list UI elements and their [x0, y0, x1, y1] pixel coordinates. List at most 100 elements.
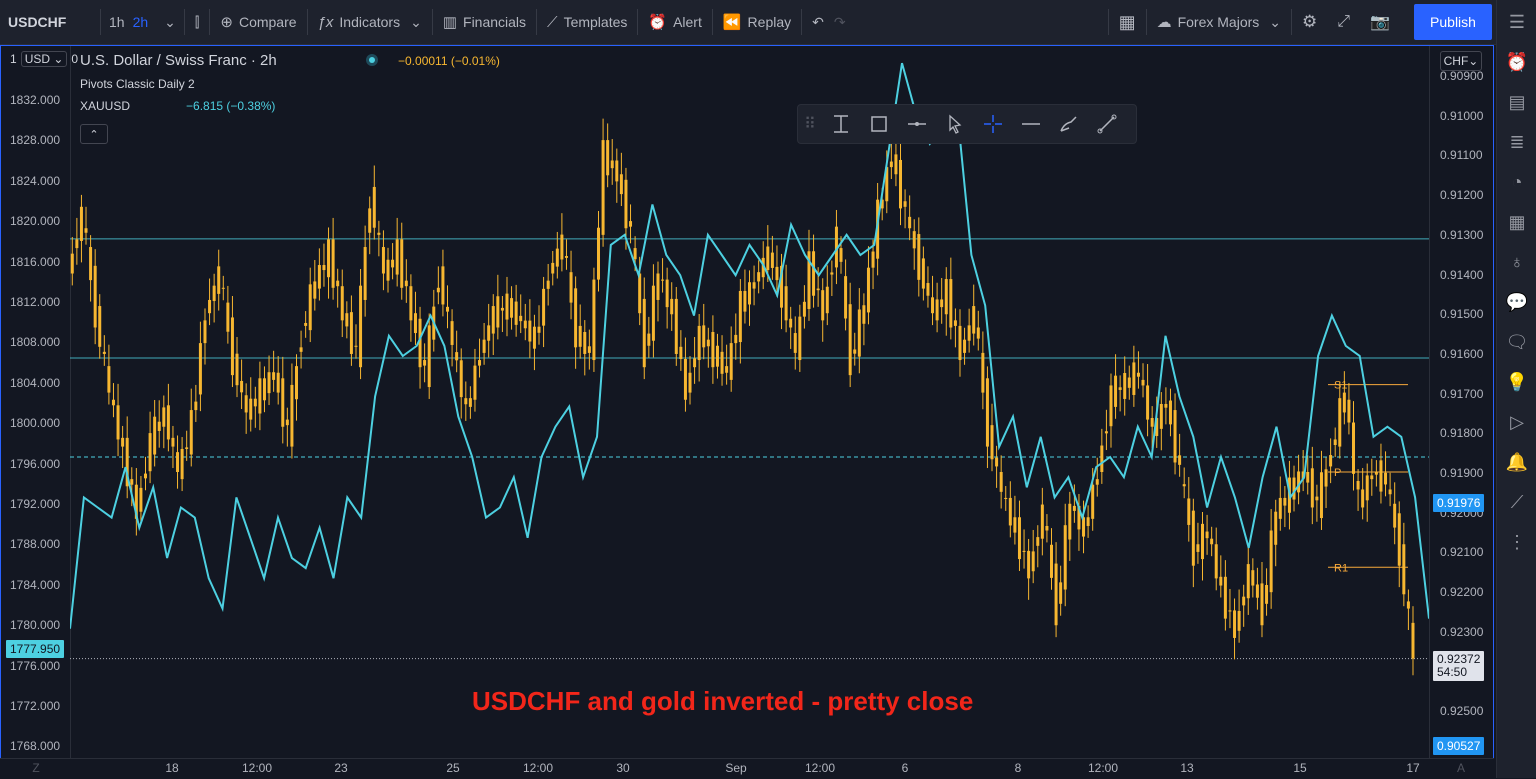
rectangle-icon[interactable] [860, 105, 898, 143]
data-window-icon[interactable]: ≣ [1509, 131, 1525, 152]
candle-body [1393, 503, 1397, 528]
separator [801, 9, 803, 35]
horizontal-line-icon[interactable] [1012, 105, 1050, 143]
left-axis-unit-selector[interactable]: USD ⌄ [20, 51, 68, 67]
candle-body [1027, 550, 1031, 579]
gear-icon: ⚙ [1302, 12, 1318, 31]
camera-icon: 📷 [1370, 14, 1390, 31]
separator [637, 9, 639, 35]
undo-button[interactable]: ↶ [802, 0, 834, 44]
trend-line-icon[interactable] [1088, 105, 1126, 143]
candle-body [102, 351, 106, 354]
cursor-icon[interactable] [936, 105, 974, 143]
date-price-range-icon[interactable] [822, 105, 860, 143]
candle-body [1104, 431, 1108, 434]
left-axis-unit[interactable]: 1 USD ⌄ 0 [10, 51, 78, 67]
publish-button[interactable]: Publish [1414, 4, 1492, 40]
candle-body [1365, 475, 1369, 501]
hotlist-icon[interactable]: ◔ [1511, 171, 1523, 192]
candle-body [153, 416, 157, 455]
auto-scale-right-button[interactable]: A [1456, 761, 1466, 775]
candle-body [715, 345, 719, 367]
pivots-indicator-label[interactable]: Pivots Classic Daily 2 [80, 77, 195, 91]
chat-icon[interactable]: 💬 [1505, 291, 1529, 312]
candle-body [349, 312, 353, 354]
left-axis-tick: 1768.000 [10, 739, 61, 754]
time-axis-tick: 6 [901, 761, 909, 775]
candle-body [633, 248, 637, 260]
drag-handle-icon[interactable]: ⠿ [804, 116, 816, 133]
watchlist-icon[interactable]: ☰ [1508, 11, 1526, 32]
left-price-axis[interactable]: 1832.000 1828.000 1824.000 1820.000 1816.000… [0, 46, 71, 758]
candle-body [583, 331, 587, 354]
symbol-search[interactable]: USDCHF [8, 14, 67, 30]
interval-dropdown[interactable]: ⌄ [156, 0, 184, 44]
candle-body [208, 299, 212, 314]
candle-body [125, 437, 129, 487]
collapse-legend-button[interactable]: ⌃ [80, 124, 108, 144]
price-chart[interactable]: S1 P R1 [70, 46, 1429, 758]
templates-button[interactable]: ⟋ Templates [537, 0, 637, 44]
brush-icon[interactable] [1050, 105, 1088, 143]
candle-body [857, 309, 861, 357]
candle-body [830, 272, 834, 275]
candle-body [523, 320, 527, 329]
layout-button[interactable]: ▦ [1109, 0, 1146, 44]
compare-label: Compare [238, 14, 297, 30]
candle-body [313, 281, 317, 299]
chart-annotation[interactable]: USDCHF and gold inverted - pretty close [472, 686, 974, 716]
candle-body [1397, 513, 1401, 566]
indicators-button[interactable]: ƒx Indicators ⌄ [308, 0, 432, 44]
candle-body [638, 273, 642, 314]
candle-body [944, 279, 948, 315]
news-icon[interactable]: ▤ [1508, 91, 1526, 112]
overlay-change: −6.815 (−0.38%) [186, 99, 276, 113]
chart-type-button[interactable]: ⫿ [185, 0, 209, 44]
candle-body [368, 208, 372, 233]
currency-selector[interactable]: CHF ⌄ [1440, 51, 1482, 71]
right-axis-tick: 0.91000 [1440, 108, 1484, 123]
messages-icon[interactable]: 🗨 [1505, 331, 1529, 352]
interval-1h[interactable]: 1h [109, 14, 125, 30]
replay-button[interactable]: ⏪ Replay [713, 0, 801, 44]
candle-body [578, 325, 582, 347]
left-axis-unit-suffix: 0 [71, 52, 79, 66]
lightbulb-icon[interactable]: 💡 [1505, 371, 1529, 392]
candle-body [89, 247, 93, 281]
notifications-icon[interactable]: 🔔 [1505, 451, 1529, 472]
candle-body [359, 285, 363, 368]
fullscreen-button[interactable]: ⤢ [1327, 0, 1360, 44]
stream-icon[interactable]: ▷ [1510, 411, 1524, 432]
settings-button[interactable]: ⚙ [1292, 0, 1327, 44]
compare-button[interactable]: ⊕ Compare [210, 0, 306, 44]
horizontal-ray-icon[interactable] [898, 105, 936, 143]
candle-body [1219, 576, 1223, 586]
alarm-clock-icon[interactable]: ⏰ [1505, 51, 1529, 72]
overlay-legend[interactable]: XAUUSD −6.815 (−0.38%) [80, 99, 277, 113]
watchlist-button[interactable]: ☁ Forex Majors ⌄ [1147, 0, 1291, 44]
calendar-icon[interactable]: ▦ [1508, 211, 1526, 232]
snapshot-button[interactable]: 📷 [1360, 0, 1400, 44]
time-axis[interactable]: Z A 18 12:00 23 25 12:00 30 Sep 12:00 6 8 12:00 13 1… [0, 758, 1494, 779]
chevron-up-icon: ⌃ [89, 128, 99, 141]
more-icon[interactable]: ⋮ [1508, 531, 1526, 552]
auto-scale-left-button[interactable]: Z [32, 761, 40, 775]
financials-button[interactable]: ▥ Financials [433, 0, 536, 44]
candle-body [963, 339, 967, 353]
left-axis-tick: 1812.000 [10, 295, 61, 309]
candle-body [560, 234, 564, 260]
alert-button[interactable]: ⏰ Alert [638, 0, 711, 44]
candle-body [327, 239, 331, 278]
currency-label: CHF [1443, 54, 1469, 68]
candle-body [866, 267, 870, 313]
candle-body [1178, 455, 1182, 465]
candle-body [455, 352, 459, 361]
redo-button[interactable]: ↷ [834, 0, 856, 44]
trading-icon[interactable]: ⟋ [1510, 491, 1524, 512]
crosshair-icon[interactable] [974, 105, 1012, 143]
watchlist-label: Forex Majors [1177, 14, 1260, 30]
ideas-icon[interactable]: ♁ [1510, 251, 1524, 272]
candle-body [784, 286, 788, 321]
interval-2h[interactable]: 2h [132, 14, 149, 30]
candle-body [738, 290, 742, 343]
